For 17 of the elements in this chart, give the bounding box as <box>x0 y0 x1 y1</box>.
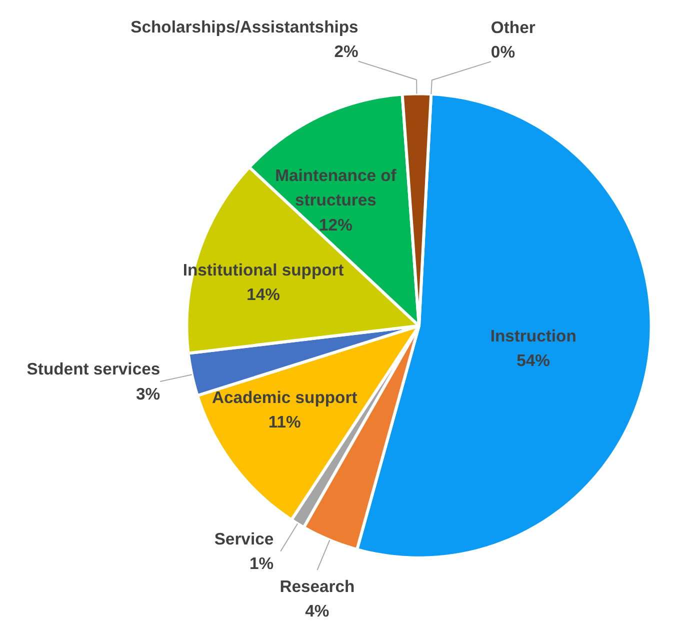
slice-label: Instruction <box>490 326 576 346</box>
slice-label: Academic support <box>212 388 358 407</box>
text: 0% <box>490 42 516 62</box>
category-label: Other <box>490 18 536 37</box>
data-label: 4% <box>305 602 330 621</box>
data-label: 1% <box>250 554 274 574</box>
data-label: 14% <box>246 285 280 304</box>
slice-label: Scholarships/Assistantships <box>130 18 358 37</box>
data-label: 54% <box>516 350 550 370</box>
data-label: 3% <box>136 384 160 404</box>
slice-label: Research <box>280 577 355 596</box>
slice-label: Student services <box>26 360 160 379</box>
slice-label: Maintenance of structures <box>275 166 397 210</box>
data-label: 11% <box>268 412 301 432</box>
slice-label: Service <box>214 529 274 548</box>
data-label: 2% <box>334 42 359 62</box>
data-label: 12% <box>319 215 353 234</box>
